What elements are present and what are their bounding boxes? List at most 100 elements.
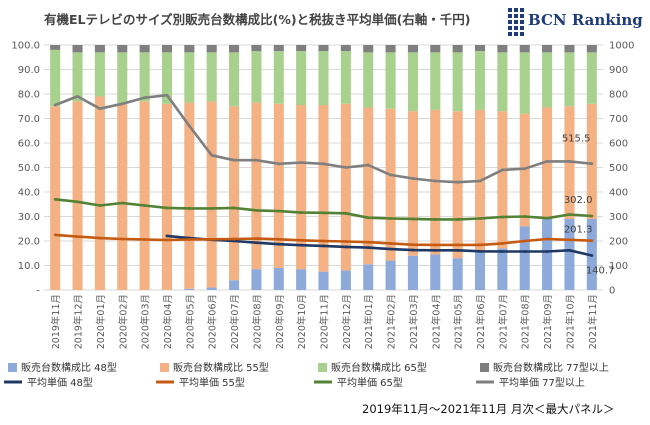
bar-segment [340, 51, 351, 104]
bar-segment [184, 45, 195, 53]
bar-segment [452, 45, 463, 53]
series-point [389, 242, 392, 245]
series-point [411, 217, 415, 221]
bar-segment [251, 102, 262, 270]
bar-segment [139, 52, 150, 102]
x-tick-label: 2020年11月 [319, 294, 331, 349]
bar-segment [273, 103, 284, 268]
legend-swatch [480, 363, 489, 372]
bar-segment [385, 108, 396, 261]
series-point [165, 206, 169, 210]
series-point [210, 207, 214, 210]
x-tick-label: 2020年03月 [140, 294, 152, 349]
series-point [322, 239, 325, 243]
data-label: 302.0 [564, 195, 593, 206]
series-point [255, 158, 258, 162]
x-tick-label: 2021年03月 [408, 294, 420, 349]
x-tick-label: 2021年06月 [475, 294, 487, 349]
bar-segment [363, 107, 374, 265]
series-point [389, 217, 392, 220]
bar-segment [296, 51, 307, 106]
bar-segment [564, 45, 575, 53]
bar-segment [407, 255, 418, 290]
series-point [98, 107, 102, 111]
y-right-tick-label: 100 [609, 261, 628, 272]
series-point [120, 237, 124, 241]
series-point [366, 216, 370, 220]
series-point [411, 243, 415, 247]
y-left-tick-label: 20.0 [18, 237, 40, 248]
series-point [210, 153, 214, 157]
series-point [76, 235, 79, 238]
y-right-tick-label: 500 [609, 163, 628, 174]
series-point [143, 204, 147, 207]
bar-segment [161, 45, 173, 53]
series-point [277, 162, 281, 166]
series-point [165, 93, 169, 97]
bar-segment [363, 45, 374, 53]
x-tick-label: 2020年09月 [274, 294, 286, 349]
bar-segment [363, 264, 374, 290]
series-point [456, 218, 460, 221]
series-point [277, 237, 281, 241]
bar-segment [251, 51, 262, 103]
y-right-tick-label: 200 [609, 237, 628, 248]
series-point [590, 162, 594, 166]
bar-segment [564, 218, 575, 290]
bar-segment [161, 103, 173, 290]
bar-segment [407, 45, 418, 53]
series-point [255, 208, 258, 212]
bar-segment [206, 101, 217, 288]
bar-segment [497, 52, 508, 112]
series-point [456, 180, 460, 184]
series-point [366, 246, 370, 250]
series-point [299, 243, 303, 247]
x-tick-label: 2020年12月 [341, 294, 353, 349]
bar-segment [184, 102, 195, 289]
series-point [523, 250, 527, 253]
x-tick-label: 2019年12月 [73, 294, 85, 349]
bar-segment [94, 96, 105, 290]
series-point [456, 248, 460, 252]
legend-label: 販売台数構成比 77型以上 [493, 361, 609, 374]
series-point [545, 216, 549, 220]
y-left-tick-label: 50.0 [18, 163, 40, 174]
series-point [53, 233, 57, 237]
bar-segment [340, 103, 351, 271]
x-tick-label: 2021年02月 [386, 294, 398, 349]
series-point [210, 237, 214, 241]
data-label: 140.7 [586, 266, 615, 277]
bar-segment [229, 280, 240, 290]
series-point [76, 200, 79, 204]
y-right-tick-label: 900 [609, 65, 628, 76]
bar-segment [296, 45, 307, 52]
series-point [277, 242, 281, 246]
bar-segment [184, 52, 195, 103]
series-point [478, 217, 482, 220]
bar-segment [117, 52, 128, 104]
bar-segment [407, 111, 418, 256]
series-point [500, 168, 504, 172]
x-tick-label: 2020年10月 [296, 294, 308, 349]
x-tick-label: 2019年11月 [50, 294, 62, 349]
bar-segment [430, 254, 441, 290]
series-point [545, 159, 549, 163]
x-tick-label: 2020年06月 [207, 294, 219, 349]
y-right-tick-label: 400 [609, 188, 628, 199]
series-point [322, 211, 325, 215]
bar-segment [452, 258, 463, 290]
x-tick-label: 2020年08月 [251, 294, 263, 349]
bar-segment [385, 260, 396, 290]
bar-segment [474, 252, 486, 290]
y-left-tick-label: - [36, 286, 40, 297]
series-point [411, 248, 415, 252]
series-point [165, 238, 169, 242]
series-point [590, 254, 594, 257]
bar-segment [72, 45, 83, 53]
bar-segment [407, 52, 418, 112]
series-point [500, 215, 504, 219]
series-point [478, 249, 482, 253]
series-point [545, 250, 549, 253]
series-point [299, 211, 303, 214]
